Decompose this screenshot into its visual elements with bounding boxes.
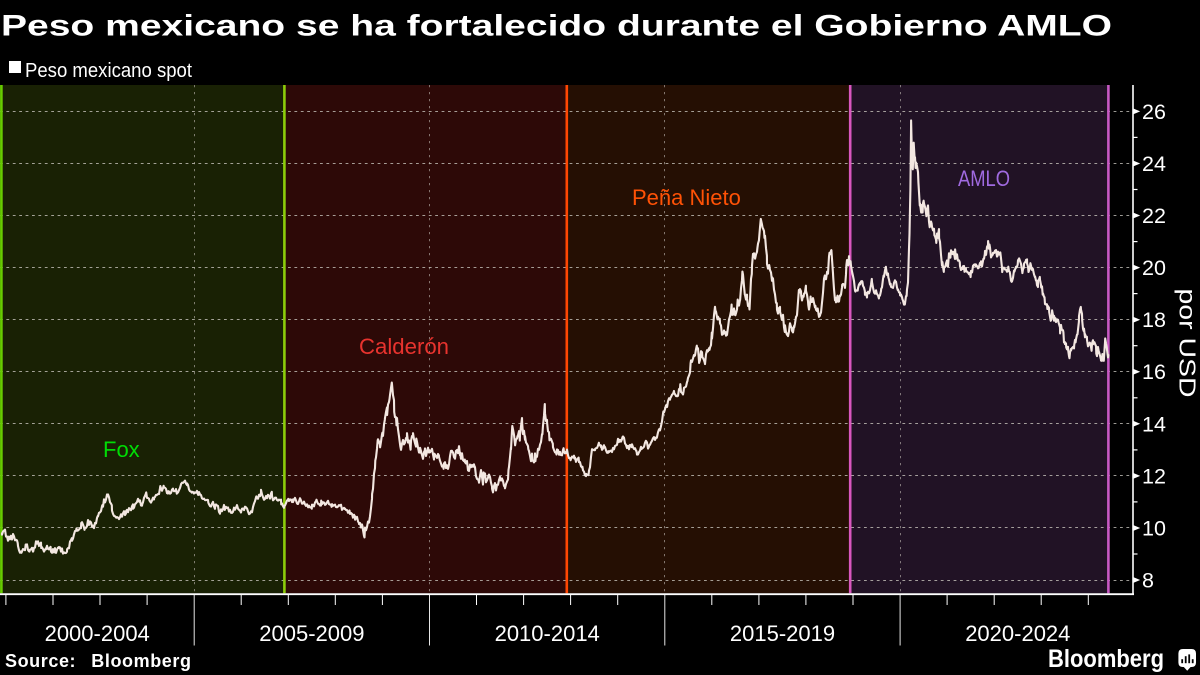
- svg-text:2010-2014: 2010-2014: [495, 621, 600, 646]
- svg-text:2000-2004: 2000-2004: [45, 621, 150, 646]
- svg-text:AMLO: AMLO: [958, 166, 1010, 191]
- svg-text:8: 8: [1142, 569, 1154, 593]
- svg-text:22: 22: [1142, 204, 1166, 228]
- svg-text:Fox: Fox: [103, 437, 140, 462]
- svg-text:16: 16: [1142, 360, 1166, 384]
- svg-text:por USD: por USD: [1175, 289, 1200, 398]
- svg-text:26: 26: [1142, 100, 1166, 124]
- svg-text:14: 14: [1142, 412, 1166, 436]
- svg-text:Peña Nieto: Peña Nieto: [632, 185, 741, 210]
- svg-text:Peso mexicano se ha fortalecid: Peso mexicano se ha fortalecido durante …: [1, 10, 1112, 43]
- svg-text:24: 24: [1142, 152, 1166, 176]
- svg-text:Bloomberg: Bloomberg: [1048, 645, 1164, 673]
- svg-text:2005-2009: 2005-2009: [259, 621, 364, 646]
- svg-text:10: 10: [1142, 517, 1166, 541]
- svg-text:2020-2024: 2020-2024: [965, 621, 1070, 646]
- svg-text:12: 12: [1142, 464, 1166, 488]
- svg-text:2015-2019: 2015-2019: [730, 621, 835, 646]
- svg-text:Peso mexicano spot: Peso mexicano spot: [25, 60, 192, 82]
- svg-text:18: 18: [1142, 308, 1166, 332]
- svg-text:20: 20: [1142, 256, 1166, 280]
- svg-text:Calderón: Calderón: [359, 334, 449, 359]
- svg-text:Source: Bloomberg: Source: Bloomberg: [5, 651, 191, 671]
